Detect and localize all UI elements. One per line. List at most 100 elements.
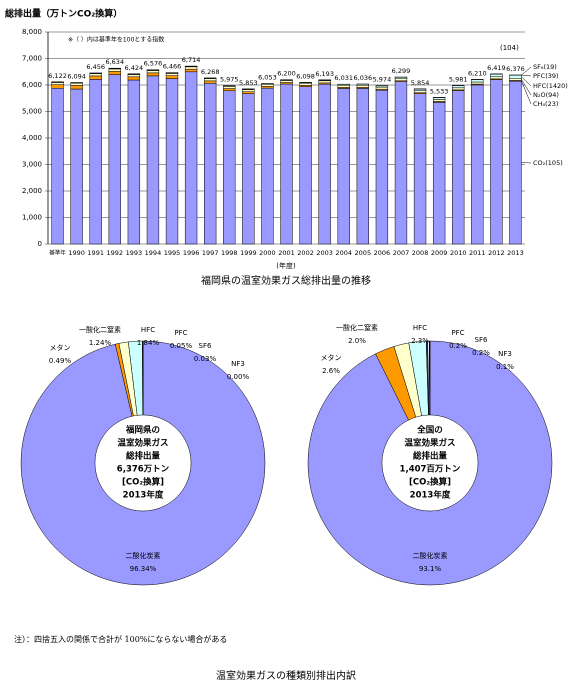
bar-segment: [127, 79, 141, 245]
legend-leader: [521, 66, 532, 76]
x-tick-label: 1992: [107, 249, 124, 257]
total-label: 5,975: [220, 76, 239, 84]
bar-segment: [108, 68, 121, 72]
total-label: 6,424: [125, 64, 144, 72]
bar-segment: [165, 73, 179, 76]
bar-segment: [471, 84, 484, 245]
center-text: [CO₂換算]: [409, 477, 451, 488]
bar-segment: [413, 88, 427, 91]
slice-value: 0.05%: [170, 342, 193, 350]
bar-segment: [184, 68, 198, 73]
total-label: 6,098: [296, 72, 315, 80]
legend-leader: [521, 80, 532, 105]
center-text: 6,376万トン: [117, 465, 170, 475]
total-label: 6,210: [468, 69, 487, 77]
slice-name: NF3: [231, 360, 245, 368]
bar-segment: [394, 81, 408, 245]
total-label: 6,466: [163, 63, 182, 71]
slice-name: SF6: [475, 336, 488, 344]
center-text: 温室効果ガス: [117, 438, 168, 449]
legend-leader: [521, 74, 532, 77]
bar-segment: [70, 85, 83, 90]
center-text: 温室効果ガス: [404, 438, 455, 449]
x-tick-label: 2007: [393, 249, 410, 257]
total-label: 6,036: [354, 74, 373, 82]
bar-segment: [223, 86, 236, 89]
x-tick-label: 基準年: [49, 249, 66, 257]
bar-segment: [51, 88, 64, 245]
slice-name: PFC: [174, 329, 187, 337]
chart-title: 福岡県の温室効果ガス総排出量の推移: [201, 274, 371, 287]
slice-value: 1.84%: [137, 339, 160, 347]
legend-leader: [521, 79, 532, 96]
bar-segment: [452, 90, 465, 245]
total-label: 5,974: [373, 76, 392, 84]
slice-name: PFC: [451, 329, 464, 337]
bar-segment: [337, 88, 350, 245]
bar-segment: [242, 91, 255, 94]
x-tick-label: 1993: [126, 249, 143, 257]
slice-name: HFC: [413, 324, 427, 332]
note: ※（ ）内は基準年を100とする指数: [68, 36, 164, 44]
x-tick-label: 2006: [374, 249, 391, 257]
bar-segment: [299, 82, 312, 86]
legend-label: PFC(39): [533, 72, 559, 80]
x-tick-label: 2008: [412, 249, 429, 257]
slice-name: 二酸化炭素: [126, 551, 161, 560]
total-label: 5,533: [430, 87, 449, 95]
x-tick-label: 2002: [297, 249, 314, 257]
bar-segment: [413, 90, 427, 93]
slice-value: 0.00%: [227, 373, 250, 381]
total-label: 6,419: [487, 64, 506, 72]
x-tick-label: 1996: [183, 249, 200, 257]
bar-segment: [471, 81, 484, 85]
y-tick-label: 0: [38, 240, 42, 248]
slice-value: 2.0%: [348, 337, 366, 345]
x-axis-label: (年度): [276, 261, 296, 270]
y-tick-label: 4,000: [22, 134, 42, 142]
legend-leader: [521, 76, 532, 87]
bar-segment: [375, 89, 389, 245]
bar-segment: [471, 79, 484, 83]
center-text: 総排出量: [413, 451, 448, 462]
total-label: 6,576: [144, 60, 163, 68]
y-tick-label: 6,000: [22, 81, 42, 89]
bar-segment: [394, 78, 408, 82]
bar-segment: [89, 79, 102, 245]
x-tick-label: 2000: [259, 249, 276, 257]
bar-segment: [261, 87, 274, 245]
slice-name: 一酸化二窒素: [79, 325, 121, 334]
bar-segment: [184, 71, 198, 245]
bar-segment: [127, 74, 141, 78]
legend-label: HFC(1420): [533, 82, 568, 90]
bar-segment: [165, 78, 179, 245]
center-text: 総排出量: [126, 451, 161, 462]
bar-segment: [223, 90, 236, 245]
bar-segment: [146, 72, 160, 77]
slice-value: 0.49%: [49, 357, 72, 365]
bar-segment: [337, 84, 350, 88]
bar-segment: [204, 78, 217, 82]
y-axis-title: 総排出量（万トンCO₂換算）: [5, 8, 122, 20]
x-tick-label: 1997: [202, 249, 219, 257]
bar-segment: [242, 89, 255, 92]
bar-segment: [261, 86, 274, 89]
total-label: 6,376: [506, 65, 525, 73]
total-label: 6,122: [48, 72, 67, 80]
slice-name: 二酸化炭素: [413, 551, 448, 560]
bar-segment: [127, 76, 141, 81]
slice-name: NF3: [498, 350, 512, 358]
bar-segment: [108, 74, 121, 245]
slice-name: 一酸化二窒素: [336, 323, 378, 332]
bar-segment: [318, 80, 331, 84]
x-tick-label: 2013: [507, 249, 524, 257]
x-tick-label: 1990: [68, 249, 85, 257]
y-tick-label: 1,000: [22, 214, 42, 222]
bar-segment: [490, 73, 503, 78]
x-tick-label: 2012: [488, 249, 505, 257]
x-tick-label: 1994: [145, 249, 162, 257]
x-tick-label: 2005: [355, 249, 372, 257]
figure-caption: 温室効果ガスの種類別排出内訳: [216, 669, 356, 682]
pie-slice: [428, 340, 431, 416]
